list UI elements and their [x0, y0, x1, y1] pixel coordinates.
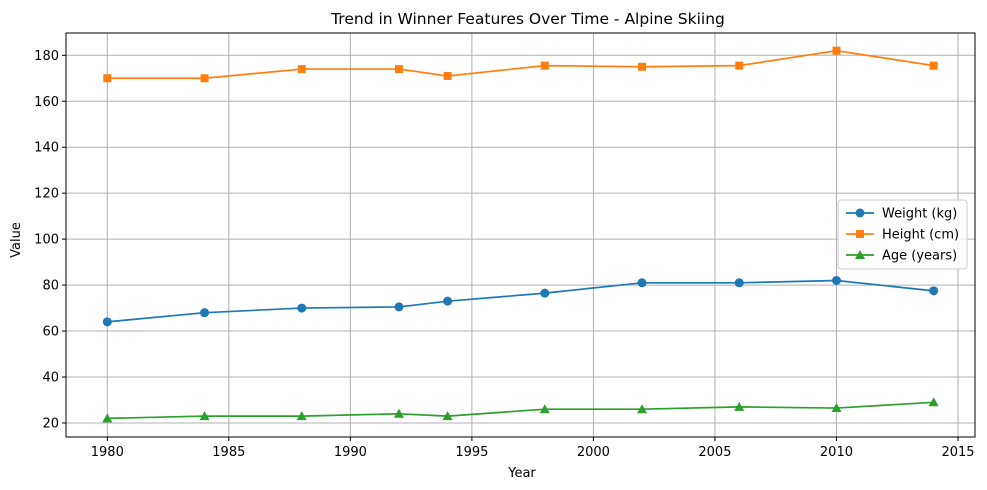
- data-point: [831, 403, 842, 413]
- x-tick-label: 1980: [91, 445, 124, 460]
- data-point: [103, 74, 112, 83]
- data-point: [734, 278, 744, 288]
- data-point: [540, 61, 549, 70]
- data-point: [929, 61, 938, 70]
- legend-marker: [856, 230, 864, 238]
- data-point: [393, 408, 404, 418]
- series-line: [107, 401, 934, 420]
- data-point: [442, 411, 453, 421]
- data-point: [297, 303, 307, 313]
- data-point: [296, 411, 307, 421]
- data-point: [200, 308, 210, 318]
- x-tick-label: 2010: [820, 445, 853, 460]
- series-line: [107, 49, 934, 80]
- data-point: [637, 404, 648, 414]
- legend: Weight (kg) Height (cm) Age (years): [837, 199, 968, 270]
- x-tick-label: 2005: [698, 445, 731, 460]
- data-point: [832, 46, 841, 55]
- data-point: [637, 278, 647, 288]
- legend-box: [837, 199, 968, 270]
- y-tick-label: 100: [34, 233, 59, 248]
- series-2: [102, 397, 939, 423]
- data-point: [638, 62, 647, 71]
- data-point: [540, 288, 550, 298]
- legend-marker: [855, 208, 865, 218]
- data-point: [443, 296, 453, 306]
- x-tick-label: 2015: [941, 445, 974, 460]
- data-point: [735, 61, 744, 70]
- data-point: [199, 411, 210, 421]
- data-point: [443, 71, 452, 80]
- legend-label: Age (years): [882, 249, 957, 264]
- data-point: [297, 65, 306, 74]
- y-tick-label: 120: [34, 187, 59, 202]
- legend-label: Weight (kg): [882, 207, 957, 222]
- data-point: [394, 65, 403, 74]
- data-point: [928, 397, 939, 407]
- legend-label: Height (cm): [882, 228, 959, 243]
- data-point: [102, 317, 112, 327]
- data-point: [394, 302, 404, 312]
- legend-marker: [855, 250, 865, 259]
- axis-ticks: 1980 1985 1990 1995 2000 2005 2010 2015 20 40 60 80…: [34, 49, 974, 460]
- data-point: [734, 401, 745, 411]
- y-tick-label: 180: [34, 49, 59, 64]
- data-point: [929, 286, 939, 296]
- series-1: [103, 46, 938, 83]
- y-tick-label: 60: [42, 325, 59, 340]
- x-axis-title: Year: [507, 466, 536, 481]
- y-tick-label: 20: [42, 416, 59, 431]
- series-line: [107, 279, 934, 323]
- y-tick-label: 80: [42, 279, 59, 294]
- x-tick-label: 2000: [577, 445, 610, 460]
- y-tick-label: 140: [34, 141, 59, 156]
- data-point: [831, 276, 841, 286]
- grid: [66, 33, 975, 437]
- legend-item: Age (years): [846, 249, 957, 264]
- legend-item: Weight (kg): [846, 207, 957, 222]
- y-axis-title: Value: [9, 222, 24, 258]
- plot-frame: [65, 32, 976, 438]
- chart-title: Trend in Winner Features Over Time - Alp…: [330, 10, 725, 28]
- y-tick-label: 40: [42, 371, 59, 386]
- x-tick-label: 1995: [455, 445, 488, 460]
- data-point: [102, 413, 113, 423]
- legend-item: Height (cm): [846, 228, 959, 243]
- y-tick-label: 160: [34, 95, 59, 110]
- x-tick-label: 1990: [334, 445, 367, 460]
- x-tick-label: 1985: [212, 445, 245, 460]
- series-0: [102, 276, 939, 327]
- series-layer: [102, 46, 939, 423]
- data-point: [200, 74, 209, 83]
- data-point: [539, 404, 550, 414]
